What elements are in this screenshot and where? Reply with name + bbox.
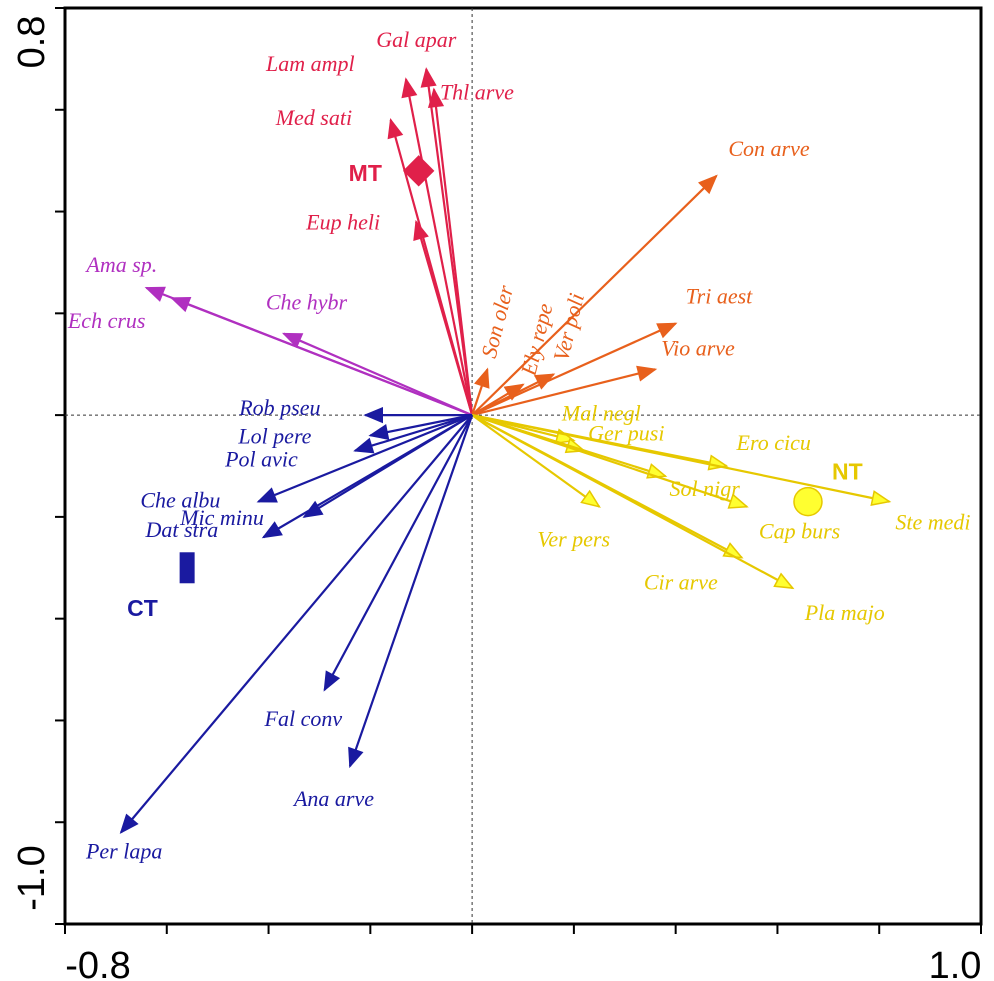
arrow-rob-pseu [363, 406, 473, 424]
label-gal-apar: Gal apar [376, 27, 457, 52]
label-cap-burs: Cap burs [759, 519, 840, 544]
arrow-cap-burs [471, 414, 749, 509]
arrow-vio-arve [471, 365, 658, 417]
arrow-eup-heli [413, 219, 474, 416]
species-labels: Gal apar Lam ampl Thl arve Med sati Eup heli… [67, 27, 971, 863]
arrow-pol-avic [353, 414, 473, 454]
label-pol-avic: Pol avic [224, 447, 298, 472]
arrow-son-oler [471, 367, 490, 416]
label-con-arve: Con arve [728, 136, 810, 161]
label-pla-majo: Pla majo [804, 600, 885, 625]
plot-frame [63, 6, 983, 926]
label-son-oler: Son oler [476, 282, 518, 360]
species-arrows [119, 67, 892, 834]
label-ver-pers: Ver pers [537, 527, 610, 552]
arrow-che-hybr [282, 332, 473, 417]
arrow-ech-crus [170, 296, 473, 417]
arrow-lol-pere [368, 414, 473, 440]
arrow-thl-arve [427, 87, 474, 416]
y-tick-min: -1.0 [11, 845, 53, 910]
treatment-label-mt: MT [349, 160, 382, 186]
arrow-con-arve [471, 174, 718, 416]
label-lol-pere: Lol pere [237, 423, 311, 448]
x-tick-min: -0.8 [65, 945, 130, 981]
label-ech-crus: Ech crus [67, 308, 146, 333]
arrow-ana-arve [348, 414, 474, 769]
label-dat-stra: Dat stra [144, 517, 218, 542]
label-sol-nigr: Sol nigr [669, 476, 740, 501]
label-ana-arve: Ana arve [292, 786, 374, 811]
arrow-tri-aest [471, 322, 678, 417]
label-fal-conv: Fal conv [264, 706, 343, 731]
axis-ticks [55, 7, 982, 934]
arrow-ver-poli [471, 373, 556, 417]
label-ero-cicu: Ero cicu [736, 430, 811, 455]
arrow-ste-medi [471, 414, 892, 506]
treatment-label-nt: NT [832, 459, 863, 485]
label-thl-arve: Thl arve [440, 79, 514, 104]
label-che-hybr: Che hybr [266, 290, 348, 315]
x-tick-max: 1.0 [929, 945, 982, 981]
arrow-lam-ampl [401, 77, 474, 416]
label-eup-heli: Eup heli [305, 210, 380, 235]
label-ger-pusi: Ger pusi [588, 421, 664, 446]
arrow-gal-apar [420, 67, 474, 416]
label-lam-ampl: Lam ampl [265, 51, 355, 76]
label-rob-pseu: Rob pseu [238, 395, 320, 420]
marker-ct [179, 552, 195, 584]
arrow-fal-conv [323, 414, 474, 692]
label-ste-medi: Ste medi [895, 510, 970, 535]
treatment-markers: MT NT CT [127, 155, 863, 621]
label-mal-negl: Mal negl [561, 401, 641, 426]
label-che-albu: Che albu [140, 488, 220, 513]
arrow-pla-majo [471, 414, 795, 590]
treatment-label-ct: CT [127, 595, 158, 621]
label-mic-minu: Mic minu [179, 505, 264, 530]
reference-lines [65, 8, 981, 924]
arrow-che-albu [256, 414, 473, 503]
arrow-ver-pers [471, 414, 601, 508]
label-tri-aest: Tri aest [686, 284, 754, 309]
label-med-sati: Med sati [275, 105, 352, 130]
label-ver-poli: Ver poli [548, 291, 589, 364]
arrow-per-lapa [119, 414, 473, 834]
label-ely-repe: Ely repe [515, 301, 557, 379]
marker-nt [793, 486, 823, 517]
marker-mt [402, 155, 435, 187]
label-ama-sp: Ama sp. [84, 252, 157, 277]
label-cir-arve: Cir arve [644, 570, 718, 595]
label-vio-arve: Vio arve [661, 335, 735, 360]
arrow-dat-stra [261, 414, 473, 539]
y-tick-max: 0.8 [11, 16, 53, 69]
label-per-lapa: Per lapa [85, 838, 162, 863]
